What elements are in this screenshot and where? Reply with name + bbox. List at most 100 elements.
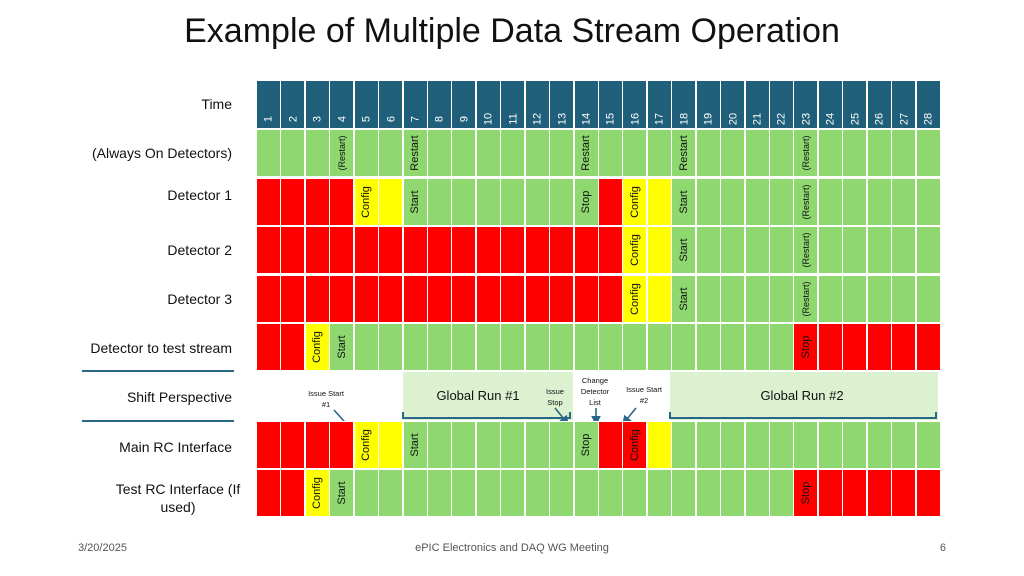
event-label: (Restart) <box>336 135 347 171</box>
timeline-cell <box>646 275 672 323</box>
timeline-cell <box>915 469 941 517</box>
timeline-cell <box>915 275 941 323</box>
timeline-cell <box>598 421 623 469</box>
time-slot-label: 17 <box>653 112 666 126</box>
timeline-cell <box>720 275 746 323</box>
event-label: (Restart) <box>800 184 811 220</box>
event-label: Stop <box>799 481 812 505</box>
timeline-cell <box>720 226 746 274</box>
timeline-cell <box>304 129 330 177</box>
timeline-cell <box>451 226 477 274</box>
timeline-cell <box>769 421 794 469</box>
timeline-cell <box>622 323 648 371</box>
time-slot-header: 25 <box>842 80 868 129</box>
timeline-cell <box>475 129 501 177</box>
timeline-cell <box>817 129 843 177</box>
timeline-cell <box>598 226 623 274</box>
timeline-cell: Config <box>622 421 648 469</box>
note-issue-stop: Issue Stop <box>546 387 564 407</box>
timeline-cell <box>256 323 281 371</box>
timeline-cell <box>817 275 843 323</box>
timeline-cell: Stop <box>793 469 819 517</box>
timeline-cell <box>915 226 941 274</box>
separator-top <box>82 370 234 372</box>
global-run-1-label: Global Run #1 <box>436 388 520 403</box>
timeline-cell <box>353 275 379 323</box>
timeline-cell <box>720 421 746 469</box>
timeline-cell: Config <box>353 421 379 469</box>
timeline-cell <box>329 275 355 323</box>
timeline-cell <box>451 469 477 517</box>
event-label: Start <box>335 481 348 505</box>
timeline-cell <box>646 129 672 177</box>
timeline-cell <box>646 178 672 226</box>
timeline-cell <box>427 275 452 323</box>
timeline-cell <box>915 421 941 469</box>
timeline-cell <box>329 421 355 469</box>
time-slot-label: 26 <box>873 112 886 126</box>
timeline-cell <box>549 323 575 371</box>
event-label: Restart <box>580 135 593 171</box>
timeline-cell <box>549 469 575 517</box>
timeline-cell <box>891 275 917 323</box>
time-slot-header: 28 <box>915 80 941 129</box>
timeline-cell <box>549 275 575 323</box>
timeline-cell <box>769 469 794 517</box>
time-slot-label: 20 <box>727 112 740 126</box>
timeline-cell <box>475 275 501 323</box>
time-slot-label: 7 <box>409 115 422 123</box>
event-label: Stop <box>580 433 593 457</box>
timeline-cell <box>451 421 477 469</box>
timeline-cell <box>475 226 501 274</box>
time-slot-header: 16 <box>622 80 648 129</box>
timeline-cell <box>622 129 648 177</box>
time-slot-header: 22 <box>769 80 794 129</box>
event-label: Config <box>311 331 324 363</box>
timeline-cell <box>256 226 281 274</box>
time-slot-label: 12 <box>531 112 544 126</box>
timeline-cell <box>769 275 794 323</box>
time-slot-label: 8 <box>433 115 446 123</box>
timeline-cell <box>378 469 404 517</box>
timeline-cell <box>427 421 452 469</box>
timeline-cell <box>353 323 379 371</box>
timeline-cell <box>842 275 868 323</box>
timeline-cell <box>573 323 599 371</box>
time-slot-label: 18 <box>678 112 691 126</box>
timeline-cell <box>500 275 526 323</box>
timeline-cell <box>500 323 526 371</box>
time-slot-header: 2 <box>280 80 306 129</box>
timeline-cell <box>402 226 428 274</box>
event-label: Start <box>677 238 690 262</box>
timeline-cell: Restart <box>671 129 697 177</box>
timeline-cell <box>304 421 330 469</box>
timeline-cell <box>866 469 892 517</box>
timeline-cell <box>524 323 550 371</box>
row-label-always-on: (Always On Detectors) <box>91 145 232 161</box>
timeline-cell <box>573 469 599 517</box>
timeline-cell <box>256 421 281 469</box>
timeline-cell <box>378 421 404 469</box>
timeline-cell <box>842 129 868 177</box>
note-change-detector-list: Change Detector List <box>580 376 610 407</box>
time-slot-header: 21 <box>744 80 770 129</box>
timeline-cell <box>451 323 477 371</box>
timeline-cell <box>695 469 721 517</box>
time-slot-label: 27 <box>898 112 911 126</box>
time-slot-header: 1 <box>256 80 281 129</box>
timeline-cell: Config <box>622 226 648 274</box>
time-slot-header: 3 <box>304 80 330 129</box>
timeline-cell <box>500 129 526 177</box>
timeline-cell <box>378 178 404 226</box>
event-label: (Restart) <box>800 135 811 171</box>
time-slot-label: 23 <box>800 112 813 126</box>
timeline-cell <box>891 178 917 226</box>
timeline-cell <box>695 226 721 274</box>
time-slot-label: 16 <box>629 112 642 126</box>
timeline-cell <box>720 129 746 177</box>
timeline-cell <box>598 129 623 177</box>
timeline-cell <box>720 469 746 517</box>
timeline-cell <box>500 226 526 274</box>
timeline-cell <box>304 178 330 226</box>
